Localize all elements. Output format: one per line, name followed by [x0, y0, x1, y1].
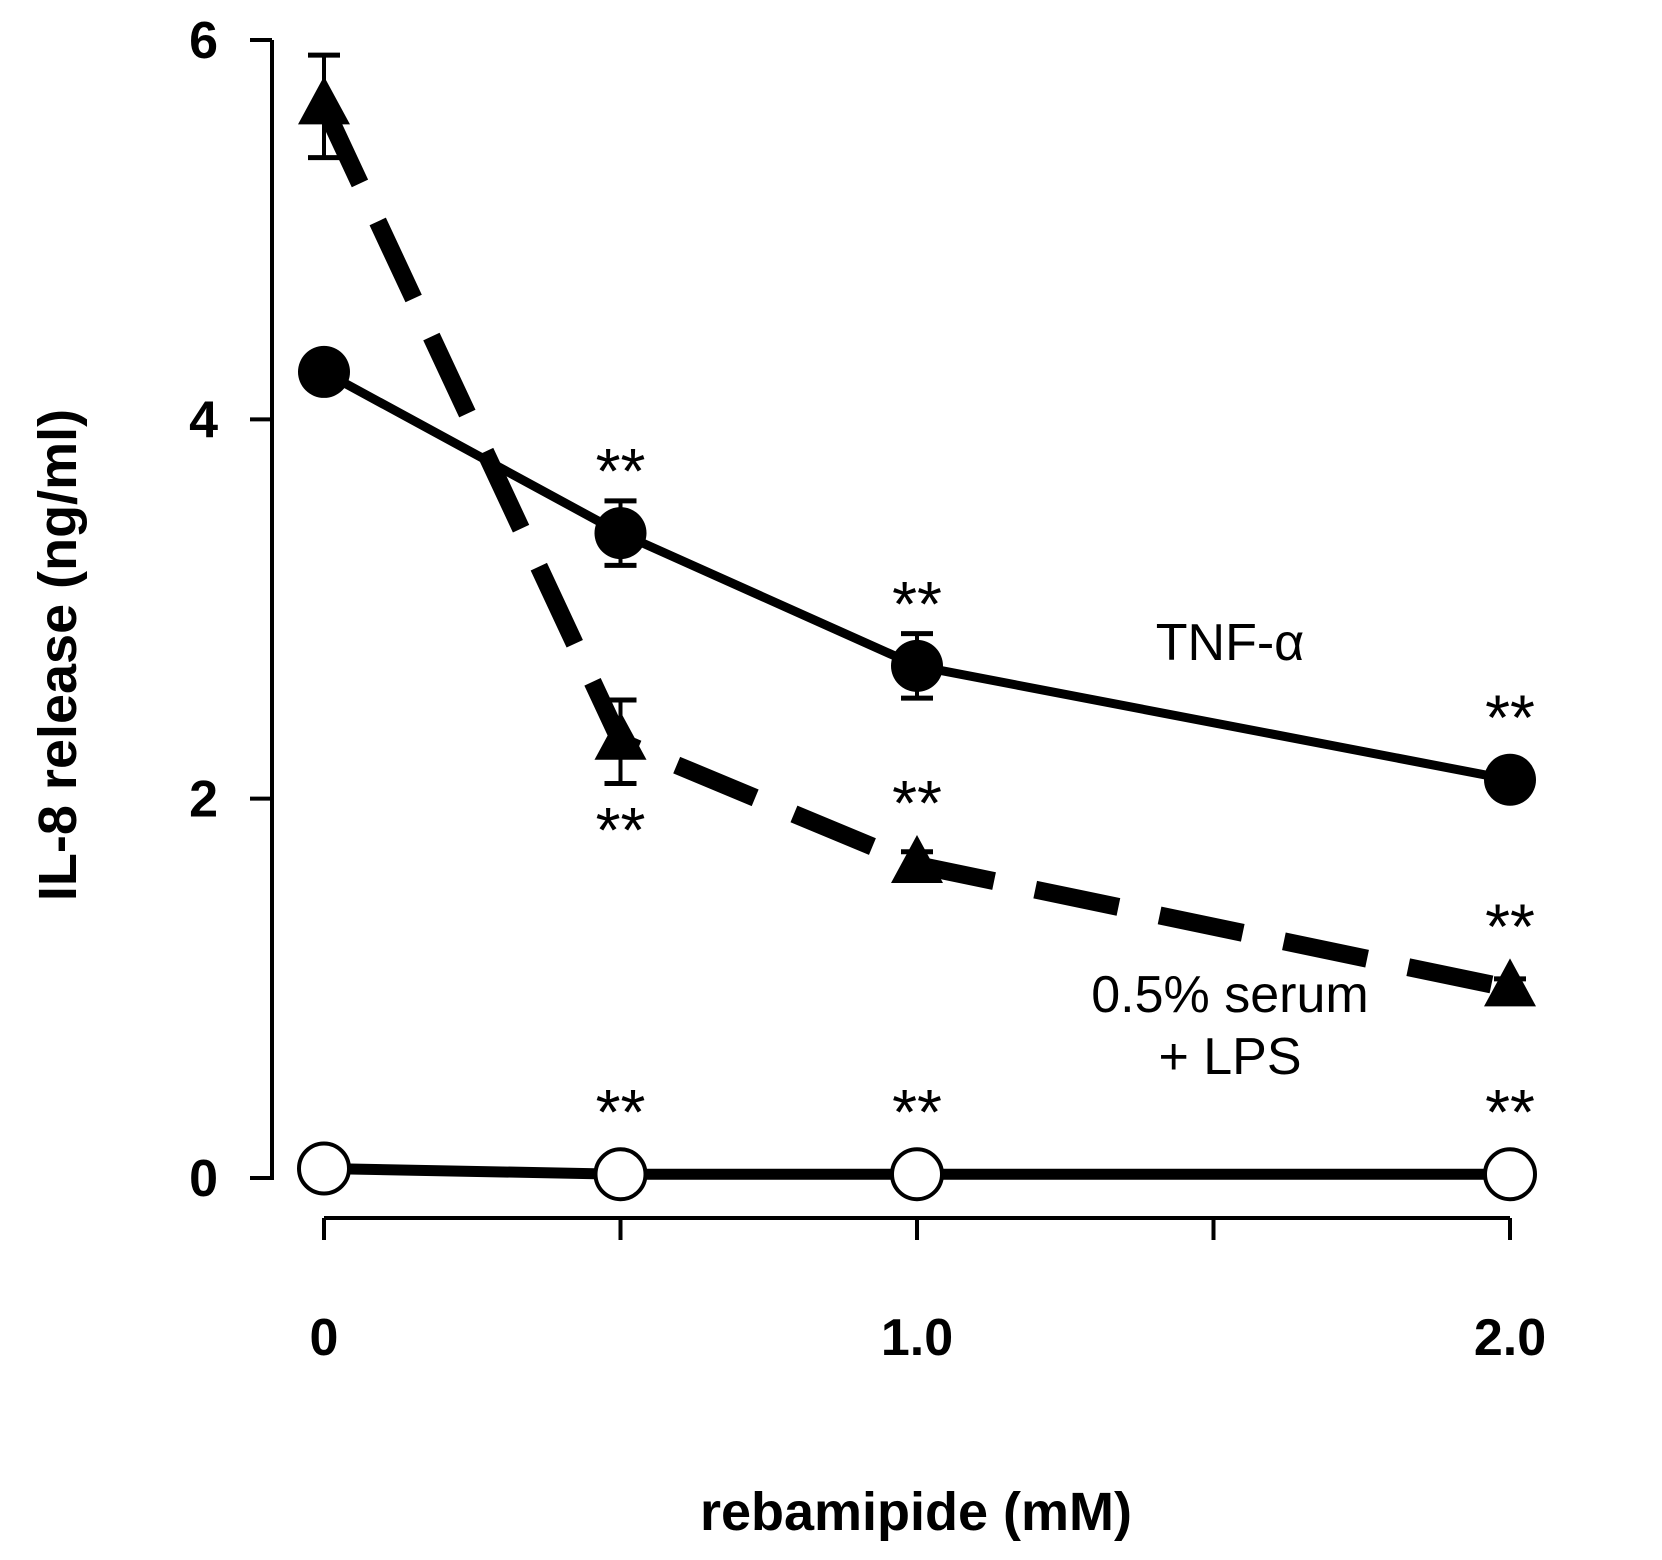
data-point-triangle	[1484, 958, 1536, 1007]
significance-label: **	[1485, 682, 1535, 754]
y-axis-title: IL-8 release (ng/ml)	[28, 409, 88, 901]
data-point-open-circle	[297, 1141, 351, 1196]
significance-label: **	[1485, 1076, 1535, 1148]
significance-label: **	[596, 435, 646, 507]
data-point-triangle	[594, 711, 647, 760]
data-point-open-circle	[593, 1147, 648, 1202]
x-ticks: 0 1.0 2.0	[310, 1218, 1546, 1367]
markers	[297, 76, 1537, 1202]
y-tick-label: 6	[189, 12, 218, 70]
y-tick-label: 2	[189, 771, 218, 829]
significance-label: **	[892, 568, 942, 640]
series-line	[321, 367, 1511, 785]
y-tick-label: 4	[189, 391, 218, 449]
data-point-circle	[594, 507, 647, 560]
significance-label: **	[1485, 890, 1535, 962]
data-point-circle	[891, 639, 943, 692]
series-label: + LPS	[1158, 1028, 1301, 1086]
data-point-triangle	[298, 76, 350, 125]
series-line	[315, 102, 1512, 998]
x-tick-label: 2.0	[1474, 1309, 1546, 1367]
significance-label: **	[892, 1076, 942, 1148]
x-axis-title: rebamipide (mM)	[700, 1482, 1132, 1542]
series-label: 0.5% serum	[1091, 966, 1368, 1024]
annotations: ** ** ** ** ** ** ** ** ** TNF-α 0.5% serum+ LPS	[596, 435, 1535, 1148]
significance-label: **	[892, 767, 942, 839]
data-point-triangle	[891, 835, 943, 884]
series-label: TNF-α	[1156, 614, 1304, 672]
data-point-open-circle	[1483, 1147, 1537, 1202]
significance-label: **	[596, 1076, 646, 1148]
series-line	[323, 1163, 1510, 1180]
data-point-circle	[1484, 753, 1536, 806]
axes	[270, 40, 1510, 1220]
y-tick-label: 0	[189, 1150, 218, 1208]
data-point-circle	[298, 345, 350, 398]
series-lines	[315, 102, 1512, 1180]
x-tick-label: 0	[310, 1309, 339, 1367]
data-point-open-circle	[890, 1147, 944, 1202]
significance-label: **	[596, 794, 646, 866]
y-ticks: 0 2 4 6	[189, 12, 272, 1208]
x-tick-label: 1.0	[881, 1309, 953, 1367]
